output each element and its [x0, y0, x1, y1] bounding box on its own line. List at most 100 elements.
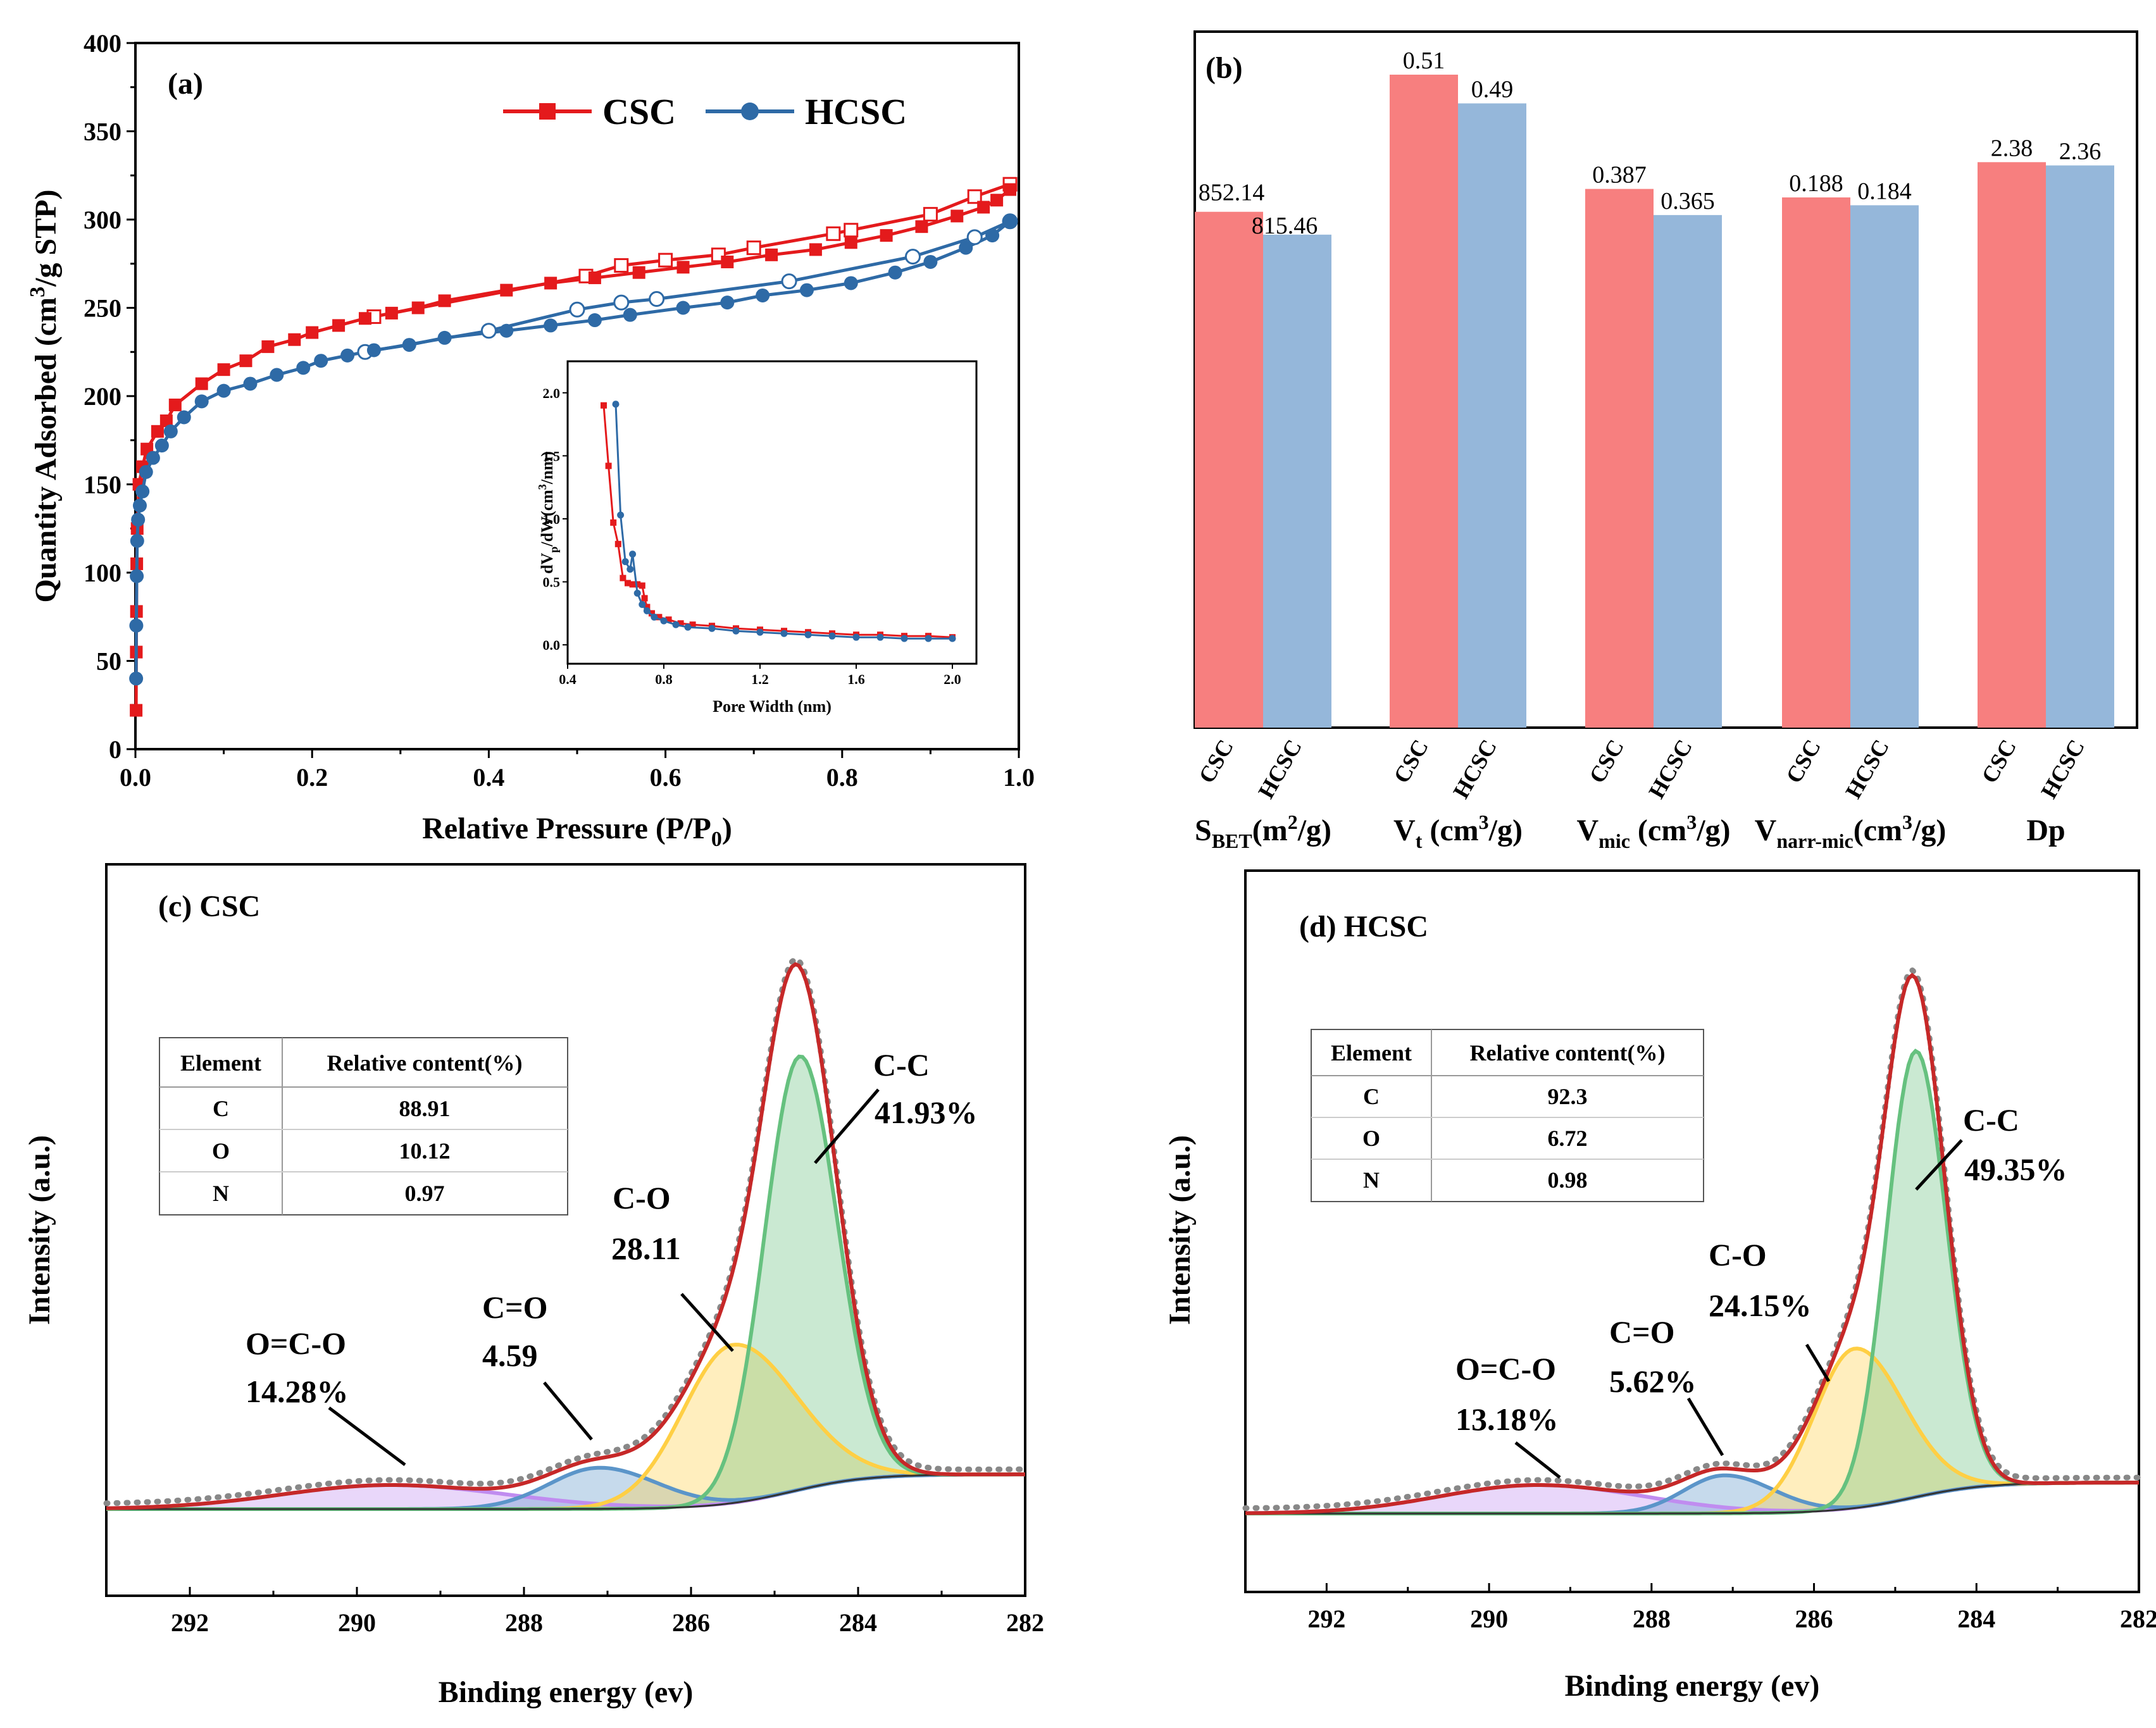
adsorption-point [676, 301, 690, 315]
adsorption-point [296, 361, 311, 375]
adsorption-point [799, 283, 814, 297]
adsorption-point [720, 295, 735, 310]
inset-point [605, 463, 612, 469]
group-label: Vnarr-mic(cm3/g) [1755, 811, 1947, 852]
peak-fill-C-O [1245, 1348, 2139, 1514]
inset-point [780, 630, 788, 637]
panel-d-title: (d) HCSC [1299, 910, 1428, 943]
panel-a-inset: 0.4 0.8 1.2 1.6 2.0 0.0 0.5 1.0 1.5 2.0 Pore Widt… [536, 360, 978, 716]
bar-csc [1195, 211, 1263, 728]
adsorption-point [587, 313, 602, 328]
peak-value: 24.15% [1709, 1288, 1812, 1323]
peak-label: C-O [1709, 1237, 1767, 1272]
desorption-point [781, 273, 797, 290]
panel-d: 292 290 288 286 284 282 (d) HCSC Binding ener… [1163, 869, 2156, 1703]
adsorption-point [288, 333, 301, 346]
panel-d-xlabel: Binding energy (ev) [1565, 1669, 1820, 1703]
x-tick-label: 282 [1006, 1608, 1044, 1637]
bar-value-label: 852.14 [1199, 180, 1265, 206]
table-cell: O [1362, 1126, 1380, 1151]
adsorption-point [159, 414, 173, 428]
adsorption-point [880, 229, 893, 242]
adsorption-point [243, 376, 258, 391]
panel-c-plot: 292 290 288 286 284 282 [103, 955, 1044, 1637]
table-cell: C [213, 1096, 229, 1121]
desorption-point [746, 240, 761, 256]
adsorption-point [314, 354, 328, 368]
x-tick-label: 288 [505, 1608, 543, 1637]
adsorption-point [809, 243, 822, 256]
adsorption-point [306, 326, 319, 339]
panel-a: 0.0 0.2 0.4 0.6 0.8 1.0 0 50 100 150 200 250 300 350 4… [26, 29, 1035, 851]
panel-b-label: (b) [1206, 51, 1243, 85]
table-cell: 0.97 [405, 1181, 445, 1206]
adsorption-point [130, 533, 144, 548]
adsorption-point [154, 438, 169, 453]
bar-value-label: 2.38 [1991, 135, 2033, 161]
adsorption-point [340, 348, 355, 363]
adsorption-point [332, 319, 346, 332]
adsorption-point [217, 363, 230, 376]
inset-y-tick-label: 0.5 [543, 575, 561, 590]
bar-category-label: HCSC [1253, 735, 1307, 803]
desorption-point [658, 252, 673, 268]
table-cell: 88.91 [399, 1096, 451, 1121]
inset-x-tick-label: 0.4 [559, 671, 576, 687]
adsorption-point [1004, 183, 1017, 196]
adsorption-point [985, 228, 1000, 243]
x-tick-label: 0.2 [296, 763, 328, 792]
desorption-point [966, 229, 983, 246]
desorption-point [614, 258, 629, 273]
peak-fill-C-C [1245, 1051, 2139, 1514]
peak-value: 14.28% [246, 1374, 349, 1409]
bar-value-label: 0.387 [1592, 162, 1647, 189]
peak-value: 5.62% [1609, 1364, 1697, 1399]
peak-label: C-C [1963, 1102, 2019, 1138]
peak-value: 4.59 [482, 1338, 538, 1373]
inset-x-tick-label: 1.2 [751, 671, 769, 687]
panel-d-table: Element Relative content(%) C 92.3 O 6.7… [1311, 1029, 1704, 1202]
inset-point [610, 519, 617, 526]
adsorption-point [676, 261, 690, 274]
x-tick-label: 282 [2120, 1605, 2156, 1633]
inset-point [828, 632, 836, 640]
adsorption-point [950, 209, 964, 223]
bar-value-label: 815.46 [1252, 213, 1318, 239]
adsorption-point [195, 377, 208, 390]
bar-hcsc [1850, 205, 1919, 728]
inset-point [614, 540, 621, 547]
adsorption-point [135, 484, 150, 499]
adsorption-point [261, 340, 275, 353]
inset-point [629, 550, 637, 558]
inset-point [660, 617, 668, 625]
adsorption-point [132, 498, 147, 513]
inset-point [732, 627, 740, 635]
table-header-element: Element [180, 1050, 261, 1076]
inset-point [621, 558, 629, 566]
adsorption-point [499, 323, 514, 338]
adsorption-point [632, 266, 645, 279]
panel-d-frame [1244, 869, 2140, 1593]
adsorption-point [130, 704, 143, 717]
adsorption-point [959, 240, 973, 255]
panel-a-ticks: 0.0 0.2 0.4 0.6 0.8 1.0 0 50 100 150 200 250 300 350 4… [84, 29, 1035, 792]
group-label: SBET(m2/g) [1195, 811, 1331, 852]
inset-x-tick-label: 2.0 [944, 671, 961, 687]
inset-point [612, 401, 620, 408]
bar-csc [1585, 189, 1654, 728]
inset-point [689, 621, 696, 628]
bar-csc [1782, 197, 1850, 728]
inset-point [656, 614, 663, 621]
peak-label: C-C [873, 1047, 930, 1083]
x-tick-label: 290 [338, 1608, 376, 1637]
x-tick-label: 0.4 [473, 763, 504, 792]
y-tick-label: 400 [84, 29, 122, 58]
adsorption-point [146, 451, 160, 465]
desorption-point [904, 249, 921, 265]
adsorption-point [358, 312, 371, 325]
inset-point [756, 628, 764, 636]
adsorption-point [216, 383, 231, 398]
adsorption-point [177, 410, 191, 425]
adsorption-point [402, 338, 416, 352]
